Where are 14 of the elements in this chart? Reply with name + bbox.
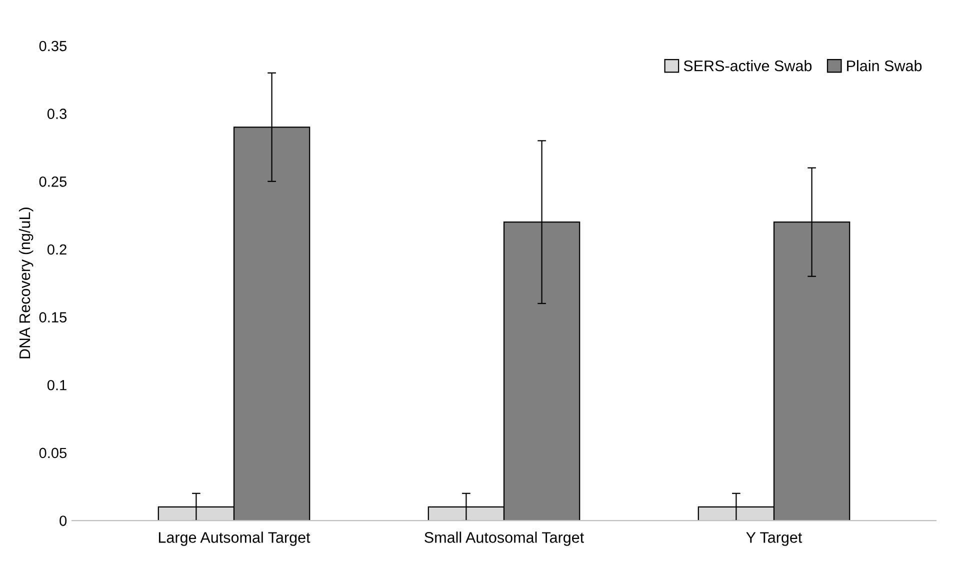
y-tick-label: 0.25 xyxy=(39,176,67,187)
x-tick-label: Large Autsomal Target xyxy=(158,532,310,546)
y-tick-label: 0 xyxy=(60,516,67,526)
y-tick-label: 0.2 xyxy=(47,244,66,255)
y-tick-label: 0.05 xyxy=(39,448,67,458)
x-tick-label: Small Autosomal Target xyxy=(424,532,584,546)
y-tick-label: 0.35 xyxy=(39,40,67,52)
y-tick-label: 0.15 xyxy=(39,312,67,322)
y-tick-label: 0.1 xyxy=(47,380,66,390)
legend-label: SERS-active Swab xyxy=(684,60,812,72)
x-tick-label: Y Target xyxy=(746,532,802,546)
legend-label: Plain Swab xyxy=(847,60,922,72)
y-axis-title: DNA Recovery (ng/uL) xyxy=(18,208,34,358)
y-tick-label: 0.3 xyxy=(47,108,66,120)
